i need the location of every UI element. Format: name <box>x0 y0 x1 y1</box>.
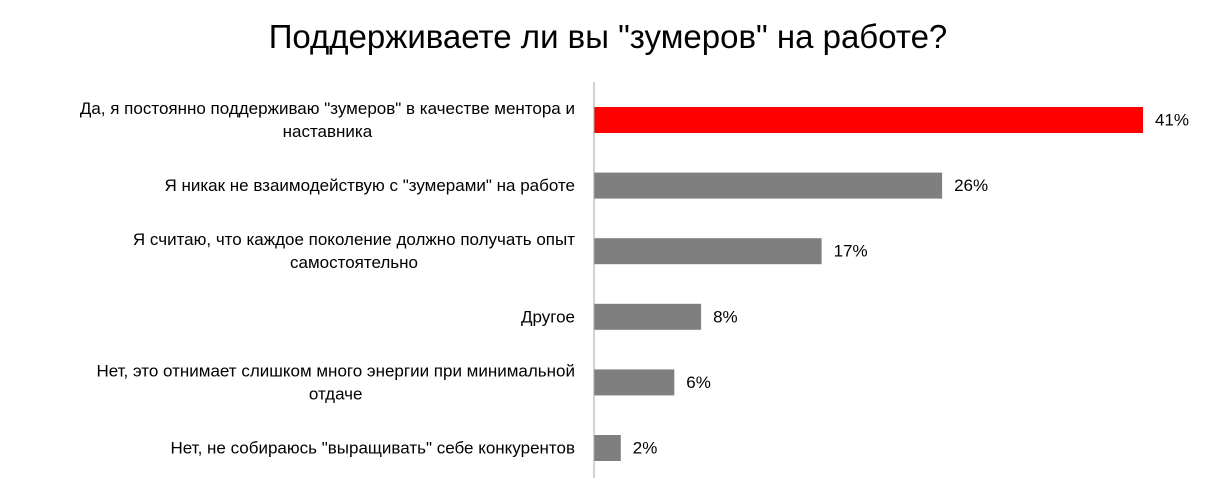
bar-2 <box>594 172 943 199</box>
value-label-4: 8% <box>713 307 738 326</box>
value-label-2: 26% <box>954 176 988 195</box>
bar-6 <box>594 435 621 461</box>
category-label-line: Я считаю, что каждое поколение должно по… <box>133 230 575 249</box>
bars-group <box>594 107 1143 461</box>
category-label-3: Я считаю, что каждое поколение должно по… <box>133 230 575 272</box>
category-label-line: отдаче <box>309 384 363 403</box>
category-label-line: Я никак не взаимодействую с "зумерами" н… <box>164 176 575 195</box>
category-label-line: Другое <box>521 307 575 326</box>
value-label-1: 41% <box>1155 111 1189 130</box>
category-labels: Да, я постоянно поддерживаю "зумеров" в … <box>80 99 575 458</box>
chart-title: Поддерживаете ли вы "зумеров" на работе? <box>268 18 948 55</box>
bar-4 <box>594 303 702 330</box>
category-label-line: Нет, это отнимает слишком много энергии … <box>96 361 575 380</box>
bar-5 <box>594 369 675 396</box>
category-label-4: Другое <box>521 307 575 326</box>
category-label-line: Нет, не собираюсь "выращивать" себе конк… <box>171 439 575 458</box>
category-label-line: наставника <box>283 122 373 141</box>
value-label-6: 2% <box>633 439 658 458</box>
value-labels: 41% 26% 17% 8% 6% 2% <box>633 111 1189 458</box>
category-label-6: Нет, не собираюсь "выращивать" себе конк… <box>171 439 575 458</box>
bar-3 <box>594 238 822 265</box>
category-label-line: самостоятельно <box>290 253 418 272</box>
category-label-2: Я никак не взаимодействую с "зумерами" н… <box>164 176 575 195</box>
category-label-line: Да, я постоянно поддерживаю "зумеров" в … <box>80 99 575 118</box>
category-label-1: Да, я постоянно поддерживаю "зумеров" в … <box>80 99 575 141</box>
value-label-5: 6% <box>686 373 711 392</box>
value-label-3: 17% <box>834 242 868 261</box>
bar-1 <box>594 107 1143 133</box>
category-label-5: Нет, это отнимает слишком много энергии … <box>96 361 575 403</box>
